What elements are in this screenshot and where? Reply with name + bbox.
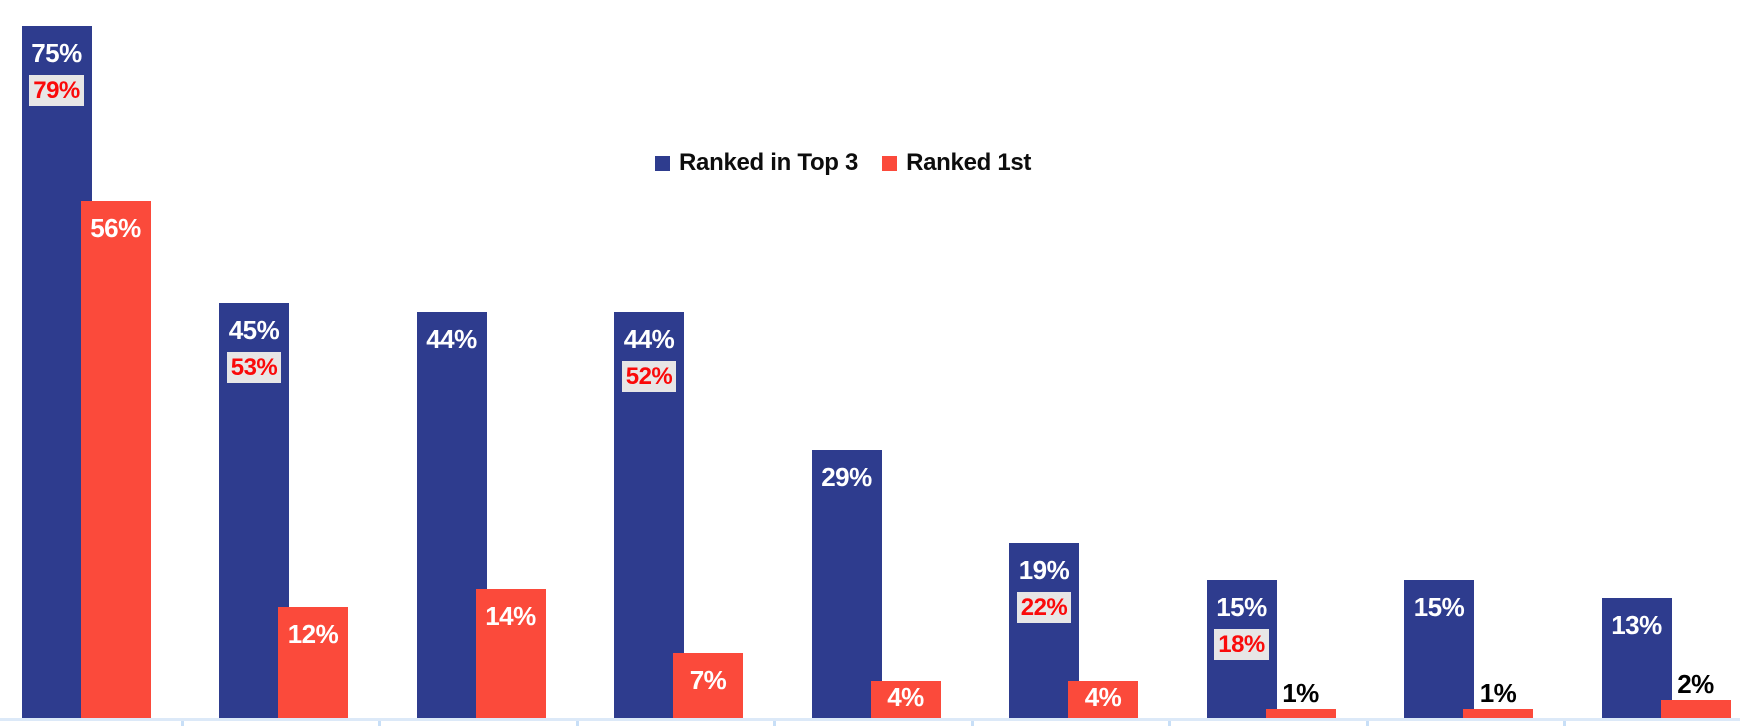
blue-bar: 15% 18%: [1206, 579, 1277, 718]
red-bar-value-label: 7%: [689, 665, 727, 696]
highlight-label-wrap: 22%: [1009, 591, 1079, 623]
blue-bar: 13%: [1601, 598, 1672, 718]
highlight-value-label: 53%: [226, 351, 282, 383]
axis-tick: [1365, 720, 1369, 726]
axis-tick: [180, 720, 184, 726]
blue-bar-value-label: 45%: [228, 314, 280, 345]
axis-tick: [378, 720, 381, 726]
legend-label-ranked-1st: Ranked 1st: [906, 149, 1032, 176]
highlight-value-label: 18%: [1214, 628, 1269, 660]
legend-swatch-blue-icon: [655, 155, 670, 171]
red-bar: 4%: [1068, 681, 1138, 718]
blue-bar-value-label: 44%: [623, 323, 675, 354]
blue-bar-value-label: 19%: [1018, 554, 1070, 585]
red-bar-value-label: 12%: [287, 619, 339, 650]
red-bar: 4%: [870, 681, 941, 718]
blue-bar: 19% 22%: [1009, 542, 1079, 718]
red-bar-value-label: 56%: [90, 213, 141, 244]
red-bar: 56%: [80, 201, 151, 718]
red-bar-value-label: 2%: [1677, 668, 1714, 699]
blue-bar-value-label: 75%: [31, 37, 82, 68]
axis-tick: [575, 720, 579, 726]
blue-bar-value-label: 15%: [1216, 591, 1267, 622]
highlight-value-label: 79%: [29, 74, 84, 106]
red-bar: [1265, 708, 1336, 718]
axis-tick: [970, 720, 974, 726]
red-bar: 12%: [278, 607, 348, 718]
red-bar: 14%: [475, 588, 546, 718]
blue-bar: 29%: [811, 450, 882, 718]
red-bar-value-label: 4%: [887, 682, 924, 713]
axis-tick: [1563, 720, 1566, 726]
blue-bar: 44% 52%: [614, 311, 684, 718]
blue-bar-value-label: 13%: [1611, 610, 1662, 641]
red-bar: 7%: [673, 653, 743, 718]
blue-bar: 45% 53%: [219, 302, 289, 718]
red-bar-value-label: 14%: [485, 600, 536, 631]
highlight-label-wrap: 53%: [219, 351, 289, 383]
red-bar-value-label: 1%: [1479, 677, 1517, 708]
legend-item-ranked-1st: Ranked 1st: [882, 149, 1031, 177]
highlight-label-wrap: 79%: [22, 74, 92, 106]
chart-legend: Ranked in Top 3 Ranked 1st: [655, 149, 1031, 177]
blue-bar-value-label: 44%: [426, 323, 477, 354]
highlight-value-label: 52%: [621, 360, 677, 392]
blue-bar-value-label: 15%: [1413, 591, 1465, 622]
axis-tick: [773, 720, 776, 726]
highlight-value-label: 22%: [1016, 591, 1072, 623]
x-axis-line: [0, 717, 1740, 721]
legend-label-ranked-top3: Ranked in Top 3: [679, 149, 859, 176]
blue-bar-value-label: 29%: [821, 462, 872, 493]
blue-bar: 75% 79%: [21, 25, 92, 718]
highlight-label-wrap: 18%: [1207, 628, 1277, 660]
legend-swatch-red-icon: [882, 155, 898, 171]
red-bar: [1463, 708, 1533, 718]
legend-item-ranked-top3: Ranked in Top 3: [655, 149, 858, 177]
axis-tick: [1168, 720, 1171, 726]
blue-bar: 15%: [1404, 579, 1474, 718]
red-bar-value-label: 4%: [1084, 682, 1122, 713]
blue-bar: 44%: [416, 311, 487, 718]
highlight-label-wrap: 52%: [614, 360, 684, 392]
red-bar: [1660, 699, 1731, 718]
red-bar-value-label: 1%: [1282, 677, 1319, 708]
